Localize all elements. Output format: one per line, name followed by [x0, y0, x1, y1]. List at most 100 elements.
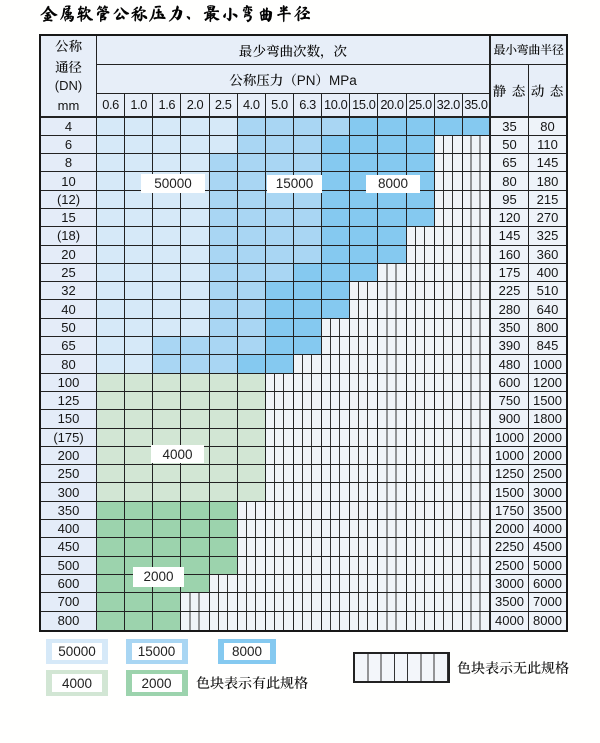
cell-dn6-p20.0-count8000	[378, 135, 407, 155]
cell-dn50-p5.0-count8000	[265, 318, 294, 338]
cell-dn200-p35.0-nospec	[462, 446, 491, 466]
cell-dn150-p20.0-nospec	[378, 410, 407, 429]
dn-cell-20: 20	[41, 245, 97, 264]
cell-dn125-p0.6-count4000	[97, 391, 126, 411]
pressure-col-header-20.0: 20.0	[378, 93, 407, 118]
cell-dn350-p20.0-nospec	[378, 501, 407, 521]
dn-cell-350: 350	[41, 501, 97, 521]
cell-dn4-p1.6-count50000	[153, 117, 182, 136]
cell-dn32-p6.3-count8000	[293, 282, 323, 301]
cell-dn20-p20.0-count8000	[378, 245, 407, 264]
cell-dn6-p2.0-count50000	[181, 135, 210, 155]
cell-dn32-p0.6-count50000	[97, 282, 126, 301]
legend-swatch-2000: 2000	[125, 670, 188, 696]
cell-dn150-p1.6-count4000	[153, 410, 182, 429]
cell-dn700-p10.0-nospec	[322, 593, 351, 612]
cell-dn(12)-p25.0-count8000	[406, 190, 435, 209]
dn-cell-4: 4	[41, 117, 97, 136]
cell-dn800-p20.0-nospec	[378, 611, 407, 630]
cell-dn20-p15.0-count8000	[350, 245, 379, 264]
cell-dn450-p35.0-nospec	[462, 538, 491, 557]
static-radius-dn8: 65	[490, 154, 529, 173]
legend-swatch-50000: 50000	[46, 639, 108, 664]
cell-dn350-p2.0-count2000	[181, 501, 210, 521]
cell-dn25-p1.6-count50000	[153, 263, 182, 283]
cell-dn32-p15.0-nospec	[350, 282, 379, 301]
cell-dn20-p0.6-count50000	[97, 245, 126, 264]
legend-note-has-spec: 色块表示有此规格	[196, 673, 308, 693]
cell-dn150-p15.0-nospec	[350, 410, 379, 429]
cell-dn800-p2.5-nospec	[209, 611, 238, 630]
cell-dn(18)-p2.5-count15000	[209, 227, 238, 246]
dynamic-radius-dn32: 510	[528, 282, 566, 301]
dynamic-radius-dn80: 1000	[528, 355, 566, 374]
static-radius-dn250: 1250	[490, 465, 529, 484]
cell-dn350-p2.5-count2000	[209, 501, 238, 521]
dynamic-radius-dn150: 1800	[528, 410, 566, 429]
dn-cell-150: 150	[41, 410, 97, 429]
dn-cell-700: 700	[41, 593, 97, 612]
cell-dn(12)-p6.3-count15000	[293, 190, 323, 209]
cell-dn(175)-p35.0-nospec	[462, 428, 491, 447]
cell-dn25-p0.6-count50000	[97, 263, 126, 283]
cell-dn125-p10.0-nospec	[322, 391, 351, 411]
cell-dn(12)-p2.0-count50000	[181, 190, 210, 209]
cell-dn25-p32.0-nospec	[434, 263, 463, 283]
cell-dn800-p1.6-count2000	[153, 611, 182, 630]
static-radius-dn400: 2000	[490, 520, 529, 539]
dn-cell-15: 15	[41, 208, 97, 228]
static-radius-dn15: 120	[490, 208, 529, 228]
cell-dn350-p6.3-nospec	[293, 501, 323, 521]
cell-dn(18)-p35.0-nospec	[462, 227, 491, 246]
cell-dn(175)-p25.0-nospec	[406, 428, 435, 447]
bend-count-label-4000: 4000	[151, 445, 204, 463]
cell-dn125-p6.3-nospec	[293, 391, 323, 411]
cell-dn(175)-p32.0-nospec	[434, 428, 463, 447]
cell-dn350-p32.0-nospec	[434, 501, 463, 521]
cell-dn32-p25.0-nospec	[406, 282, 435, 301]
cell-dn8-p35.0-nospec	[462, 154, 491, 173]
cell-dn100-p5.0-nospec	[265, 373, 294, 392]
cell-dn65-p1.0-count50000	[125, 337, 154, 356]
dn-cell-400: 400	[41, 520, 97, 539]
pn-header: 公称压力（PN）MPa	[97, 64, 491, 94]
dynamic-radius-dn65: 845	[528, 337, 566, 356]
cell-dn250-p6.3-nospec	[293, 465, 323, 484]
pressure-col-header-25.0: 25.0	[406, 93, 435, 118]
cell-dn32-p32.0-nospec	[434, 282, 463, 301]
dynamic-radius-dn250: 2500	[528, 465, 566, 484]
dynamic-radius-dn6: 110	[528, 135, 566, 155]
dn-cell-50: 50	[41, 318, 97, 338]
pressure-col-header-2.5: 2.5	[209, 93, 238, 118]
legend-swatch-value-15000: 15000	[131, 643, 182, 660]
cell-dn65-p35.0-nospec	[462, 337, 491, 356]
cell-dn150-p0.6-count4000	[97, 410, 126, 429]
cell-dn25-p15.0-count8000	[350, 263, 379, 283]
cell-dn(18)-p2.0-count50000	[181, 227, 210, 246]
cell-dn65-p0.6-count50000	[97, 337, 126, 356]
cell-dn125-p2.0-count4000	[181, 391, 210, 411]
cell-dn32-p1.6-count50000	[153, 282, 182, 301]
cell-dn80-p20.0-nospec	[378, 355, 407, 374]
dn-header-line-2: 通径	[55, 55, 82, 76]
cell-dn20-p1.0-count50000	[125, 245, 154, 264]
static-radius-dn300: 1500	[490, 483, 529, 502]
dn-cell-10: 10	[41, 172, 97, 191]
legend-swatch-8000: 8000	[218, 639, 276, 664]
cell-dn8-p4.0-count15000	[237, 154, 266, 173]
cell-dn8-p10.0-count8000	[322, 154, 351, 173]
cell-dn450-p5.0-nospec	[265, 538, 294, 557]
cell-dn250-p1.6-count4000	[153, 465, 182, 484]
cell-dn200-p0.6-count4000	[97, 446, 126, 466]
cell-dn(175)-p0.6-count4000	[97, 428, 126, 447]
cell-dn200-p32.0-nospec	[434, 446, 463, 466]
cell-dn800-p2.0-nospec	[181, 611, 210, 630]
dynamic-radius-dn700: 7000	[528, 593, 566, 612]
cell-dn10-p2.5-count15000	[209, 172, 238, 191]
cell-dn125-p32.0-nospec	[434, 391, 463, 411]
cell-dn300-p0.6-count4000	[97, 483, 126, 502]
cell-dn500-p5.0-nospec	[265, 556, 294, 575]
pressure-col-header-32.0: 32.0	[434, 93, 463, 118]
bend-count-label-50000: 50000	[141, 173, 205, 193]
dynamic-radius-dn300: 3000	[528, 483, 566, 502]
